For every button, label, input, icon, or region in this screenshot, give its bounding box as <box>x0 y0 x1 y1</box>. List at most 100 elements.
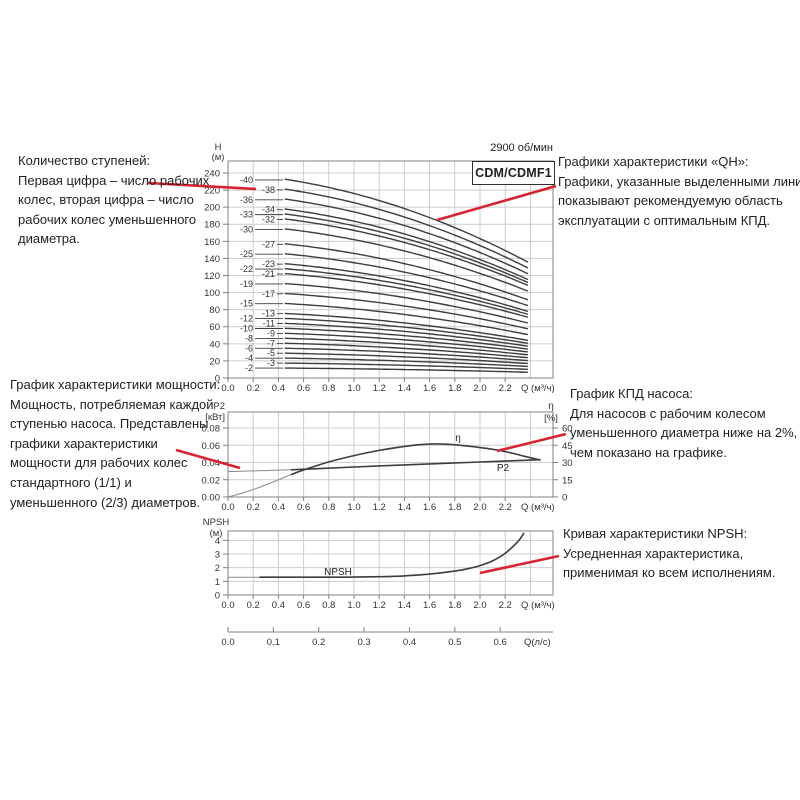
qh-curve <box>284 253 529 307</box>
qh-curve <box>284 367 528 373</box>
y-tick-label: 40 <box>209 339 220 350</box>
stage-curve-label: -4 <box>245 353 253 363</box>
qh-curve <box>284 243 529 301</box>
model-label-box: CDM/CDMF1 <box>472 161 555 185</box>
callout-line <box>147 181 257 191</box>
y-tick-label: 240 <box>204 168 220 179</box>
text-line: стандартного (1/1) и <box>10 474 132 490</box>
qh-curve <box>284 347 528 362</box>
x-axis-unit: Q (м³/ч) <box>521 600 555 611</box>
y-tick-label: 140 <box>204 254 220 265</box>
stage-curve-label: -10 <box>240 323 253 333</box>
annotation-stages-note: Количество ступеней: Первая цифра – числ… <box>18 151 209 249</box>
x-tick-label: 1.4 <box>398 600 411 611</box>
x-tick-label: 0.0 <box>221 600 234 611</box>
npsh-curve <box>259 532 525 579</box>
stage-curve-label: -38 <box>262 185 275 195</box>
qh-curve <box>284 322 528 347</box>
y-tick-label-left: 0.02 <box>202 475 221 486</box>
annotation-efficiency-note: График КПД насоса: Для насосов с рабочим… <box>570 384 797 462</box>
x-tick-label: 1.0 <box>347 502 360 513</box>
y-tick-label: 60 <box>209 322 220 333</box>
x-tick-label: 0.0 <box>221 502 234 513</box>
x-tick-label: 1.8 <box>448 502 461 513</box>
secondary-x-tick-label: 0.4 <box>403 637 416 648</box>
x-tick-label: 1.0 <box>347 383 360 394</box>
y-tick-label-left: 0.00 <box>202 493 221 504</box>
stage-curve-label: -19 <box>240 279 253 289</box>
x-tick-label: 0.4 <box>272 383 285 394</box>
stage-curve-label: -12 <box>240 314 253 324</box>
y-tick-label: 160 <box>204 237 220 248</box>
stage-curve-label: -8 <box>245 333 253 343</box>
x-tick-label: 1.2 <box>373 383 386 394</box>
x-tick-label: 2.2 <box>499 502 512 513</box>
text-line: уменьшенного (2/3) диаметров. <box>10 494 201 510</box>
y-axis-title: (м) <box>212 152 225 163</box>
x-tick-label: 1.6 <box>423 600 436 611</box>
text-line: График характеристики мощности: <box>10 377 221 392</box>
y-tick-label-right: 45 <box>562 441 573 452</box>
x-tick-label: 0.8 <box>322 383 335 394</box>
x-tick-label: 0.4 <box>272 600 285 611</box>
y-tick-label: 4 <box>215 536 220 547</box>
qh-curve <box>284 317 529 344</box>
x-tick-label: 2.0 <box>473 600 486 611</box>
text-line: Количество ступеней: <box>18 153 151 168</box>
qh-curve <box>284 263 529 313</box>
plot-frame <box>227 160 554 379</box>
x-tick-label: 0.6 <box>297 383 310 394</box>
x-tick-label: 0.0 <box>221 383 234 394</box>
secondary-x-tick-label: 0.0 <box>221 637 234 648</box>
text-line: уменьшенного диаметра ниже на 2%, <box>570 425 798 441</box>
qh-curve <box>284 208 529 281</box>
text-line: диаметра. <box>18 231 80 247</box>
secondary-x-axis-unit: Q(л/с) <box>524 637 551 648</box>
npsh-curve-label: NPSH <box>324 567 352 578</box>
x-tick-label: 0.8 <box>322 600 335 611</box>
y-axis-title: (м) <box>210 528 223 539</box>
left-axis-title: [кВт] <box>205 412 225 423</box>
secondary-x-tick-label: 0.5 <box>448 637 461 648</box>
x-tick-label: 1.2 <box>373 600 386 611</box>
stage-curve-label: -34 <box>262 205 275 215</box>
x-tick-label: 1.6 <box>423 502 436 513</box>
stage-curve-label: -23 <box>262 259 275 269</box>
η-curve-label: η <box>455 433 461 444</box>
callout-line <box>436 184 557 222</box>
callout-lines <box>147 181 567 575</box>
stage-curve-label: -32 <box>262 215 275 225</box>
y-tick-label-right: 15 <box>562 475 573 486</box>
secondary-x-tick-label: 0.1 <box>267 637 280 648</box>
stage-curve-label: -22 <box>240 264 253 274</box>
y-tick-label: 220 <box>204 186 220 197</box>
stage-curve-label: -3 <box>267 358 275 368</box>
qh-curve <box>284 302 529 336</box>
stage-curve-label: -30 <box>240 224 253 234</box>
text-line: колес, вторая цифра – число <box>18 192 194 208</box>
x-axis-unit: Q (м³/ч) <box>521 502 555 513</box>
stage-curve-label: -15 <box>240 299 253 309</box>
left-axis-title: P2 <box>213 401 225 412</box>
qh-curve <box>284 337 528 356</box>
x-tick-label: 2.0 <box>473 383 486 394</box>
y-tick-label: 20 <box>209 356 220 367</box>
x-tick-label: 0.2 <box>247 502 260 513</box>
x-tick-label: 0.4 <box>272 502 285 513</box>
x-tick-label: 1.0 <box>347 600 360 611</box>
plot-frame <box>227 530 554 596</box>
text-line: эксплуатации с оптимальным КПД. <box>558 212 771 228</box>
y-tick-label: 3 <box>215 550 220 561</box>
right-axis-title: [%] <box>544 413 558 424</box>
x-tick-label: 0.2 <box>247 383 260 394</box>
stage-curve-label: -36 <box>240 195 253 205</box>
qh-curve <box>284 272 529 318</box>
text-line: Первая цифра – число рабочих <box>18 172 210 188</box>
callout-line <box>496 432 567 453</box>
stage-curve-label: -13 <box>262 309 275 319</box>
x-tick-label: 2.0 <box>473 502 486 513</box>
stage-curve-label: -7 <box>267 338 275 348</box>
stage-curve-label: -21 <box>262 269 275 279</box>
